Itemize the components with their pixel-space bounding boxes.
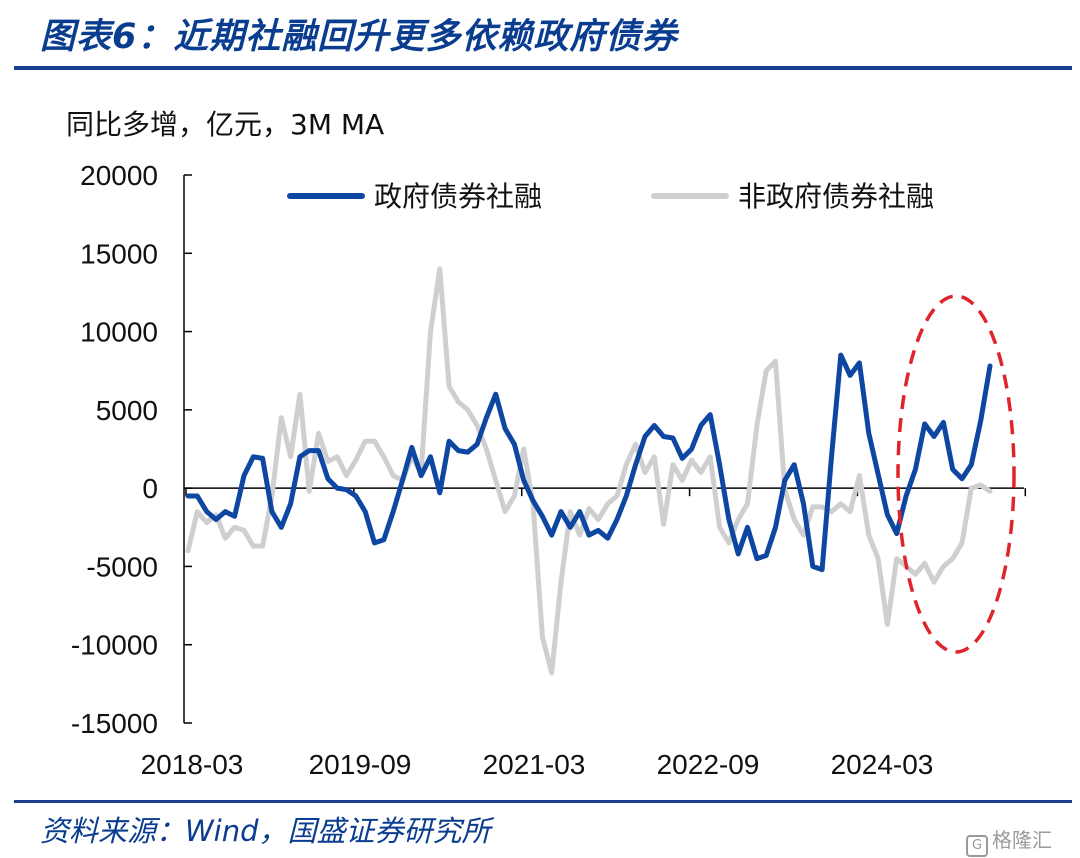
watermark-text: 格隆汇 bbox=[992, 828, 1052, 852]
source-note: 资料来源：Wind，国盛证券研究所 bbox=[40, 814, 491, 848]
series-line-gov bbox=[185, 352, 993, 573]
g-logo-icon: G bbox=[966, 835, 988, 857]
watermark: G 格隆汇 bbox=[966, 824, 1052, 857]
y-tick-label: 10000 bbox=[80, 317, 158, 348]
x-axis: 2018-03 2019-09 2021-03 2022-09 2024-03 bbox=[141, 487, 1027, 780]
legend-label: 政府债券社融 bbox=[374, 180, 542, 213]
x-tick-label: 2021-03 bbox=[483, 749, 586, 780]
y-tick-label: 20000 bbox=[80, 160, 158, 191]
x-tick-label: 2024-03 bbox=[831, 749, 934, 780]
line-chart: 同比多增，亿元，3M MA 20000 15000 10000 5000 0 -5000 -… bbox=[66, 108, 1027, 780]
y-axis: 20000 15000 10000 5000 0 -5000 -10000 -15000 bbox=[71, 160, 192, 739]
x-tick-label: 2018-03 bbox=[141, 749, 244, 780]
chart-title: 图表6：近期社融回升更多依赖政府债券 bbox=[40, 17, 678, 57]
y-tick-label: -5000 bbox=[86, 551, 158, 582]
y-tick-label: 0 bbox=[142, 473, 158, 504]
footer-rule bbox=[14, 800, 1072, 803]
header-rule bbox=[14, 66, 1072, 70]
y-tick-label: -10000 bbox=[71, 630, 158, 661]
series-layer bbox=[185, 266, 993, 676]
y-tick-label: 5000 bbox=[96, 395, 158, 426]
unit-label: 同比多增，亿元，3M MA bbox=[66, 108, 384, 141]
x-tick-label: 2022-09 bbox=[657, 749, 760, 780]
y-tick-label: 15000 bbox=[80, 238, 158, 269]
x-tick-label: 2019-09 bbox=[309, 749, 412, 780]
series-line-nongov bbox=[185, 266, 993, 676]
legend-label: 非政府债券社融 bbox=[738, 180, 934, 213]
legend: 政府债券社融 非政府债券社融 bbox=[287, 180, 934, 213]
highlight-ellipse bbox=[896, 294, 1016, 654]
y-tick-label: -15000 bbox=[71, 708, 158, 739]
